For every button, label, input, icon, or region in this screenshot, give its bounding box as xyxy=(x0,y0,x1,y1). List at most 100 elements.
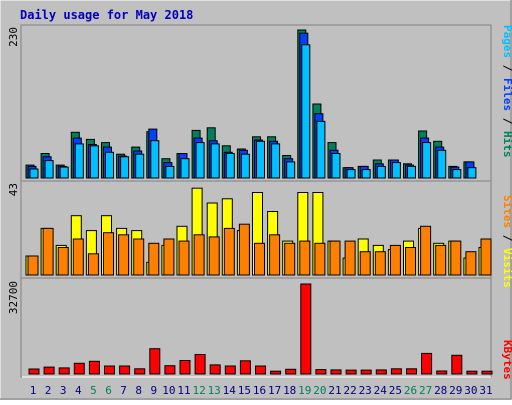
top-legend: Pages / Files / Hits xyxy=(501,25,512,158)
kbytes-bar xyxy=(164,365,176,375)
panel-visits-sites: 43 Sites / Visits xyxy=(7,180,512,288)
sites-bar xyxy=(420,225,432,276)
pages-bar xyxy=(346,169,356,179)
pages-bar xyxy=(286,161,296,179)
sites-bar xyxy=(178,240,190,276)
day-label: 25 xyxy=(389,384,402,397)
day-label: 10 xyxy=(162,384,175,397)
pages-bar xyxy=(422,142,432,179)
sites-bar xyxy=(238,223,250,276)
kbytes-bar xyxy=(451,354,463,375)
pages-bar xyxy=(29,168,39,179)
sites-bar xyxy=(435,244,447,276)
sites-bar xyxy=(389,244,401,276)
day-label: 12 xyxy=(192,384,205,397)
day-label: 30 xyxy=(464,384,477,397)
pages-bar xyxy=(165,165,175,179)
pages-bar xyxy=(316,120,326,179)
pages-bar xyxy=(150,140,160,179)
pages-bar xyxy=(59,166,69,179)
bars-bottom xyxy=(28,283,493,375)
legend-separator: / xyxy=(501,58,512,78)
kbytes-bar xyxy=(270,370,282,375)
day-label: 16 xyxy=(253,384,266,397)
legend-separator: / xyxy=(501,228,512,248)
sites-bar xyxy=(193,234,205,276)
pages-bar xyxy=(407,165,416,179)
top-max-label: 230 xyxy=(7,27,20,47)
day-label: 6 xyxy=(105,384,112,397)
day-label: 26 xyxy=(404,384,417,397)
kbytes-bar xyxy=(406,368,417,375)
chart-title: Daily usage for May 2018 xyxy=(20,8,193,22)
sites-bar xyxy=(359,251,371,276)
kbytes-bar xyxy=(436,370,448,375)
kbytes-bar xyxy=(481,370,493,375)
kbytes-bar xyxy=(58,367,70,375)
kbytes-bar xyxy=(345,369,357,375)
kbytes-bar xyxy=(390,368,402,375)
kbytes-bar xyxy=(209,364,221,375)
legend-files: Files xyxy=(501,78,512,111)
day-label: 21 xyxy=(328,384,341,397)
panel-kbytes: 32700 KBytes xyxy=(7,277,512,380)
day-label: 11 xyxy=(177,384,190,397)
pages-bar xyxy=(74,143,84,179)
legend-pages: Pages xyxy=(501,25,512,58)
kbytes-bar xyxy=(466,370,478,375)
kbytes-bar xyxy=(194,354,206,375)
sites-bar xyxy=(103,232,114,276)
sites-bar xyxy=(299,240,311,276)
day-label: 9 xyxy=(150,384,157,397)
sites-bar xyxy=(208,236,220,276)
legend-kbytes: KBytes xyxy=(501,340,512,380)
day-label: 27 xyxy=(419,384,432,397)
pages-bar xyxy=(376,165,386,179)
kbytes-bar xyxy=(375,369,387,375)
panel-frame-bottom xyxy=(20,277,492,378)
day-label: 23 xyxy=(359,384,372,397)
day-label: 20 xyxy=(313,384,326,397)
sites-bar xyxy=(254,242,265,276)
kbytes-bar xyxy=(134,368,146,375)
bottom-legend: KBytes xyxy=(501,340,512,380)
sites-bar xyxy=(163,238,175,276)
pages-bar xyxy=(210,143,220,179)
kbytes-bar xyxy=(330,369,342,375)
bars-middle xyxy=(25,187,492,276)
day-label: 4 xyxy=(75,384,82,397)
legend-visits: Visits xyxy=(501,248,512,288)
sites-bar xyxy=(329,240,341,276)
kbytes-bar xyxy=(315,369,327,375)
legend-separator: / xyxy=(501,111,512,131)
kbytes-bar xyxy=(285,368,297,375)
kbytes-bar xyxy=(179,360,191,375)
day-label: 29 xyxy=(449,384,462,397)
pages-bar xyxy=(361,169,371,179)
day-label: 8 xyxy=(135,384,142,397)
day-label: 18 xyxy=(283,384,296,397)
sites-bar xyxy=(450,240,462,276)
day-label: 17 xyxy=(268,384,281,397)
pages-bar xyxy=(467,167,477,179)
sites-bar xyxy=(57,247,69,276)
pages-bar xyxy=(89,145,99,179)
sites-bar xyxy=(405,247,416,276)
kbytes-bar xyxy=(119,365,131,375)
legend-sites: Sites xyxy=(501,195,512,228)
day-label: 22 xyxy=(343,384,356,397)
kbytes-bar xyxy=(224,365,236,375)
bottom-max-label: 32700 xyxy=(7,281,20,314)
pages-bar xyxy=(331,153,341,179)
sites-bar xyxy=(148,242,160,276)
kbytes-bar xyxy=(88,360,100,375)
day-label: 3 xyxy=(60,384,67,397)
bars-top xyxy=(25,29,477,179)
kbytes-bar xyxy=(28,368,40,375)
pages-bar xyxy=(240,153,250,179)
sites-bar xyxy=(480,238,492,276)
pages-bar xyxy=(452,169,462,179)
pages-bar xyxy=(44,160,54,179)
sites-bar xyxy=(72,238,84,276)
day-label: 2 xyxy=(45,384,52,397)
